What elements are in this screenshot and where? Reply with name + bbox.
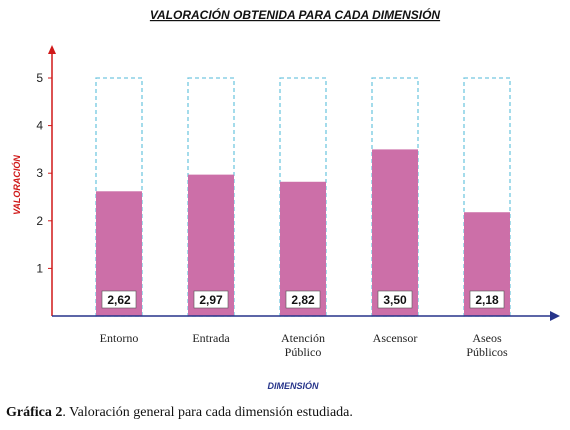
caption-label: Gráfica 2 [6, 405, 63, 420]
category-label-4: Aseos Públicos [466, 331, 508, 359]
data-label-box-3 [377, 290, 413, 309]
category-labels: Entorno Entrada Atención Público Ascensor Ase… [100, 331, 508, 359]
y-ticks: 1 2 3 4 5 [36, 71, 52, 275]
data-label-box-1 [193, 290, 229, 309]
category-label-1: Entrada [192, 331, 230, 345]
y-tick-label-3: 4 [36, 119, 43, 133]
chart-title: VALORACIÓN OBTENIDA PARA CADA DIMENSIÓN [150, 7, 441, 22]
data-label-box-4 [469, 290, 505, 309]
data-label-1: 2,97 [199, 293, 223, 307]
y-tick-label-2: 3 [36, 166, 43, 180]
caption-text: . Valoración general para cada dimensión… [62, 405, 353, 420]
category-label-2: Atención Público [281, 331, 325, 359]
data-label-2: 2,82 [291, 293, 315, 307]
data-label-box-2 [285, 290, 321, 309]
y-tick-label-4: 5 [36, 71, 43, 85]
data-label-0: 2,62 [107, 293, 131, 307]
data-label-box-0 [101, 290, 137, 309]
data-label-3: 3,50 [383, 293, 407, 307]
axes [48, 45, 560, 321]
figure-caption: Gráfica 2. Valoración general para cada … [6, 405, 353, 421]
category-label-0: Entorno [100, 331, 139, 345]
max-outline-4 [463, 77, 511, 317]
y-axis-arrow [48, 45, 56, 54]
x-axis-arrow [550, 311, 560, 321]
y-axis-title: VALORACIÓN [11, 155, 22, 215]
data-label-4: 2,18 [475, 293, 499, 307]
y-tick-label-0: 1 [36, 261, 43, 275]
bar-chart: VALORACIÓN OBTENIDA PARA CADA DIMENSIÓN … [11, 7, 560, 391]
bar-3 [372, 149, 418, 316]
category-label-3: Ascensor [373, 331, 418, 345]
y-tick-label-1: 2 [36, 214, 43, 228]
data-labels: 2,62 2,97 2,82 3,50 2,18 [101, 290, 505, 309]
x-axis-title: DIMENSIÓN [267, 380, 319, 391]
